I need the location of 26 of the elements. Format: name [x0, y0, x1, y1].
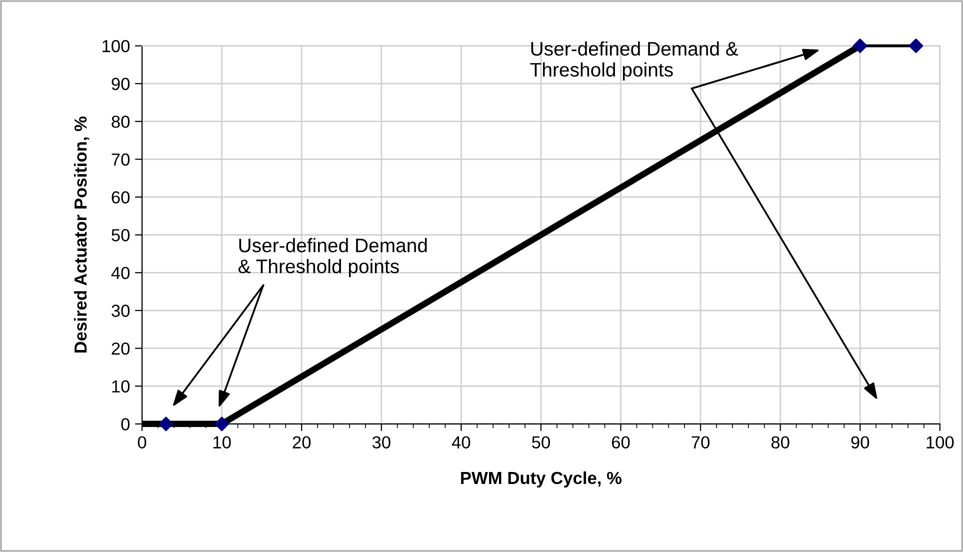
y-tick-label: 50	[112, 229, 130, 242]
x-tick-label: 70	[692, 436, 710, 448]
x-tick-label: 90	[851, 436, 870, 448]
x-tick-label: 100	[926, 436, 954, 448]
annotation: User-defined Demand & Threshold points	[530, 41, 738, 80]
x-tick-label: 10	[213, 436, 231, 448]
y-tick-label: 0	[121, 418, 130, 430]
y-tick-label: 80	[112, 116, 130, 128]
y-tick-label: 70	[112, 153, 130, 166]
x-tick-label: 80	[771, 436, 790, 448]
x-tick-label: 40	[452, 436, 470, 448]
y-tick-label: 20	[112, 342, 130, 355]
y-tick-label: 100	[102, 40, 130, 52]
x-axis-title: PWM Duty Cycle, %	[461, 471, 622, 488]
x-tick-label: 0	[138, 436, 146, 448]
y-tick-label: 90	[112, 78, 130, 90]
y-tick-label: 60	[112, 191, 130, 204]
y-tick-label: 10	[112, 380, 130, 393]
x-tick-label: 30	[372, 436, 390, 448]
annotation: User-defined Demand & Threshold points	[238, 238, 427, 278]
x-tick-label: 50	[532, 436, 550, 448]
x-tick-label: 60	[612, 436, 630, 448]
y-axis-title: Desired Actuator Position, %	[74, 116, 90, 353]
y-tick-label: 40	[111, 266, 130, 280]
y-tick-label: 30	[112, 304, 130, 317]
x-tick-label: 20	[292, 436, 311, 448]
